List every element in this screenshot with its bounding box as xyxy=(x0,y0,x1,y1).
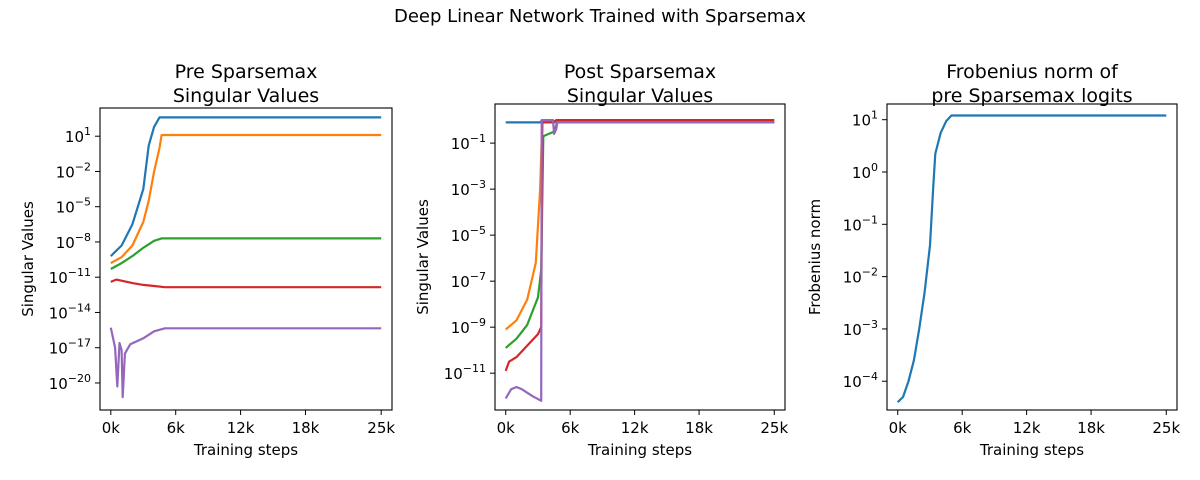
chart-2-ytick-label-5: 10−9 xyxy=(451,316,486,337)
chart-2-xlabel: Training steps xyxy=(587,441,692,459)
chart-2-ytick-label-3: 10−5 xyxy=(451,224,486,245)
chart-2-ytick-label-1: 10−1 xyxy=(451,132,486,153)
chart-2-series-4-line xyxy=(504,119,775,372)
chart-3-ylabel: Frobenius norm xyxy=(806,199,824,315)
chart-3-ytick-label-5: 10−3 xyxy=(843,318,878,339)
chart-1-ytick-label-4: 10−8 xyxy=(56,231,91,252)
chart-1-series-3-line xyxy=(110,237,382,270)
chart-2-ytick-label-2: 10−3 xyxy=(451,178,486,199)
chart-3-ytick-label-4: 10−2 xyxy=(843,266,878,287)
chart-1-ytick-label-2: 10−2 xyxy=(56,160,91,181)
chart-2-title-line-2: Singular Values xyxy=(567,85,713,107)
chart-3-xlabel: Training steps xyxy=(979,441,1084,459)
chart-3-ytick-label-1: 101 xyxy=(852,109,878,130)
chart-1-ytick-label-1: 101 xyxy=(65,125,91,146)
chart-3-ytick-label-2: 100 xyxy=(852,161,878,182)
chart-1-xtick-label-3: 12k xyxy=(227,419,255,437)
chart-1-xtick-label-2: 6k xyxy=(167,419,186,437)
chart-1-series-5-line xyxy=(109,327,382,399)
chart-2-series-5-line xyxy=(504,119,775,402)
chart-1-ytick-label-8: 10−20 xyxy=(49,372,91,393)
chart-3-title-line-1: Frobenius norm of xyxy=(946,61,1119,83)
chart-2-series-3-line xyxy=(504,121,775,349)
chart-2-series-2-line xyxy=(504,119,775,331)
chart-3-series-1-line xyxy=(896,114,1167,403)
chart-2-xtick-label-1: 0k xyxy=(497,419,516,437)
chart-1-title-line-2: Singular Values xyxy=(173,85,319,107)
chart-1-ytick-label-3: 10−5 xyxy=(56,196,91,217)
chart-1-series-2-line xyxy=(110,133,382,265)
chart-2-xtick-label-4: 18k xyxy=(685,419,713,437)
chart-2-ylabel: Singular Values xyxy=(414,199,432,315)
chart-3-xtick-label-1: 0k xyxy=(889,419,908,437)
chart-3-xtick-label-3: 12k xyxy=(1013,419,1041,437)
chart-1-xtick-label-1: 0k xyxy=(102,419,121,437)
chart-1-series-4-line xyxy=(110,278,382,289)
chart-2-ytick-label-6: 10−11 xyxy=(444,362,486,383)
chart-3-xtick-label-2: 6k xyxy=(953,419,972,437)
chart-3-title-line-2: pre Sparsemax logits xyxy=(931,85,1132,107)
chart-1-xlabel: Training steps xyxy=(193,441,298,459)
chart-2-axes-frame xyxy=(494,103,786,411)
chart-2-title-line-1: Post Sparsemax xyxy=(564,61,716,83)
chart-3-axes-frame xyxy=(886,103,1178,411)
chart-1-xtick-label-5: 25k xyxy=(367,419,395,437)
chart-2-xtick-label-3: 12k xyxy=(621,419,649,437)
chart-1-series-1-line xyxy=(110,116,382,257)
chart-3-ytick-label-3: 10−1 xyxy=(843,213,878,234)
chart-1-ylabel: Singular Values xyxy=(19,201,37,317)
chart-1-ytick-label-6: 10−14 xyxy=(49,301,91,322)
figure-title: Deep Linear Network Trained with Sparsem… xyxy=(394,6,806,27)
chart-1-ytick-label-7: 10−17 xyxy=(49,337,91,358)
chart-2-ytick-label-4: 10−7 xyxy=(451,270,486,291)
chart-1-ytick-label-5: 10−11 xyxy=(49,266,91,287)
chart-1-axes-frame xyxy=(99,107,393,411)
chart-3-xtick-label-4: 18k xyxy=(1077,419,1105,437)
chart-3-ytick-label-6: 10−4 xyxy=(843,370,878,391)
chart-2-xtick-label-5: 25k xyxy=(760,419,788,437)
chart-2-xtick-label-2: 6k xyxy=(561,419,580,437)
chart-3-xtick-label-5: 25k xyxy=(1152,419,1180,437)
chart-1-title-line-1: Pre Sparsemax xyxy=(175,61,318,83)
chart-1-xtick-label-4: 18k xyxy=(292,419,320,437)
